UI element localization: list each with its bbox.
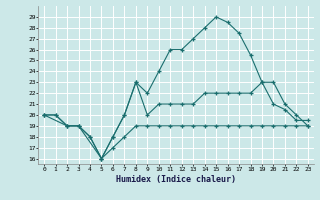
X-axis label: Humidex (Indice chaleur): Humidex (Indice chaleur) [116,175,236,184]
